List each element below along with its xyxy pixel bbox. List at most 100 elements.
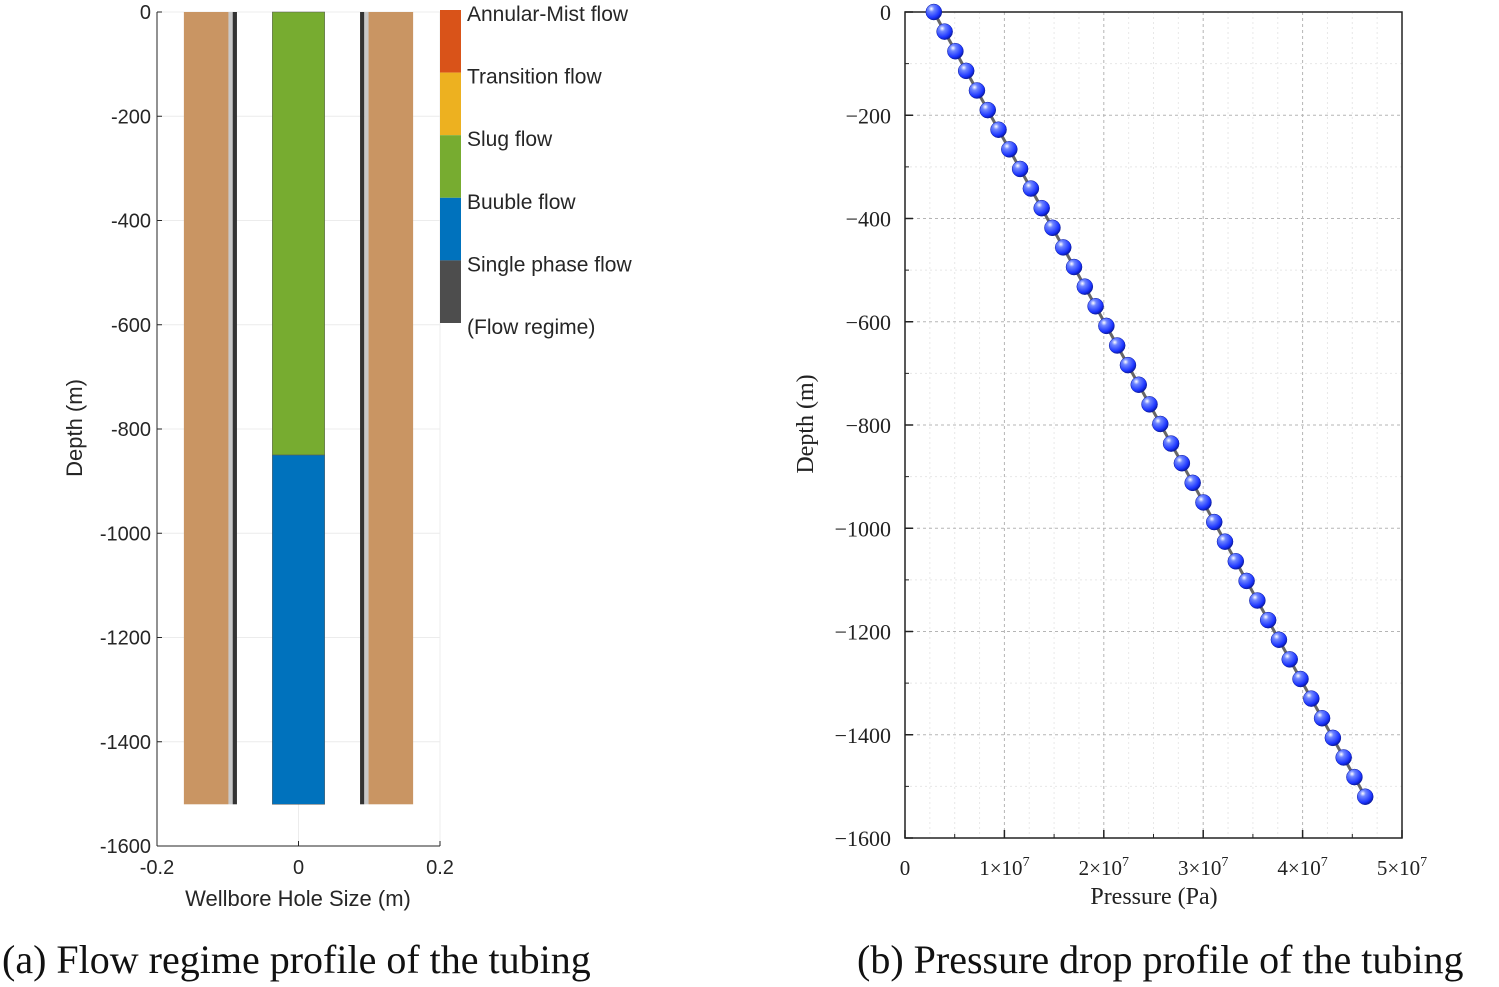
data-point xyxy=(1119,356,1137,374)
data-point xyxy=(1205,513,1223,531)
y-tick-label-b: −1200 xyxy=(835,620,891,645)
y-tick-label-b: −1600 xyxy=(835,826,891,851)
data-point xyxy=(1195,494,1212,511)
data-point xyxy=(1173,454,1191,472)
ticks-a: 0 -200 -400 -600 -800 -1000 -1200 -1400 -1600-0.… xyxy=(100,2,454,879)
legend-swatch xyxy=(440,197,461,261)
grid-b xyxy=(905,12,1402,838)
data-point xyxy=(1162,435,1180,452)
data-point xyxy=(1313,709,1331,727)
data-point xyxy=(1033,199,1050,217)
x-tick-exponent-b: 7 xyxy=(1221,855,1228,870)
legend-label: Slug flow xyxy=(467,128,553,151)
data-point xyxy=(1292,670,1309,688)
y-tick-label-b: 0 xyxy=(880,0,891,25)
legend-label: Transition flow xyxy=(467,66,602,89)
layer-cement-left xyxy=(228,12,233,805)
data-point xyxy=(1141,396,1158,413)
data-point xyxy=(1001,141,1018,158)
data-point xyxy=(1044,219,1061,237)
data-point xyxy=(1227,553,1245,570)
y-tick-label-b: −600 xyxy=(846,310,891,335)
x-tick-label-b: 2×107 xyxy=(1079,855,1129,880)
pressure-series xyxy=(925,3,1374,805)
data-point xyxy=(1108,337,1126,354)
layer-cement-right xyxy=(364,12,369,805)
data-point xyxy=(925,3,943,21)
data-point xyxy=(936,23,953,40)
data-point xyxy=(1270,631,1288,649)
legend-swatch xyxy=(440,135,461,198)
data-point xyxy=(947,42,964,60)
y-tick-label-a: -200 xyxy=(111,106,151,128)
caption-b: (b) Pressure drop profile of the tubing xyxy=(857,937,1464,982)
data-point xyxy=(1216,533,1234,550)
data-point xyxy=(1076,278,1094,295)
data-point xyxy=(1130,376,1147,393)
x-axis-label-a: Wellbore Hole Size (m) xyxy=(185,886,411,911)
x-tick-exponent-b: 7 xyxy=(1321,855,1328,870)
data-point xyxy=(1022,180,1040,197)
data-point xyxy=(1065,258,1083,276)
y-tick-label-a: -600 xyxy=(111,315,151,337)
y-tick-label-b: −200 xyxy=(846,103,891,128)
data-point xyxy=(979,101,997,119)
data-point xyxy=(1054,239,1072,256)
x-tick-label-a: -0.2 xyxy=(140,857,174,879)
legend-swatch xyxy=(440,72,461,136)
x-axis-label-b: Pressure (Pa) xyxy=(1090,884,1217,910)
x-tick-label-b: 3×107 xyxy=(1178,855,1228,880)
layer-formation-right xyxy=(368,12,414,805)
y-tick-label-a: -1400 xyxy=(100,732,151,754)
data-point xyxy=(957,62,975,80)
x-tick-mantissa-b: 1×10 xyxy=(979,856,1022,880)
x-tick-exponent-b: 7 xyxy=(1420,855,1427,870)
data-point xyxy=(1346,768,1363,786)
x-tick-label-a: 0 xyxy=(293,857,304,879)
y-tick-label-b: −800 xyxy=(846,413,891,438)
wellbore-layers xyxy=(183,12,414,805)
x-tick-mantissa-b: 3×10 xyxy=(1178,856,1221,880)
legend-swatch xyxy=(440,260,461,323)
x-tick-mantissa-b: 5×10 xyxy=(1377,856,1420,880)
x-tick-label-b: 1×107 xyxy=(979,855,1029,880)
legend-label: Single phase flow xyxy=(467,253,632,276)
layer-casing-left xyxy=(232,12,237,805)
x-tick-label-b: 0 xyxy=(900,856,911,880)
data-point xyxy=(1087,298,1104,315)
caption-a: (a) Flow regime profile of the tubing xyxy=(2,937,591,982)
ticks-b: 0 −200 −400 −600 −800 −1000 −1200 −1400 −1600 0 1×… xyxy=(835,0,1428,880)
legend-swatch xyxy=(440,10,461,73)
y-tick-label-b: −400 xyxy=(846,207,891,232)
x-tick-mantissa-b: 0 xyxy=(900,856,911,880)
layer-formation-left xyxy=(183,12,229,805)
y-tick-label-a: -400 xyxy=(111,211,151,233)
x-tick-label-a: 0.2 xyxy=(426,857,454,879)
x-tick-label-b: 5×107 xyxy=(1377,855,1427,880)
legend-label: Annular-Mist flow xyxy=(467,3,629,26)
data-point xyxy=(1238,572,1255,590)
y-tick-label-a: -1600 xyxy=(100,836,151,858)
data-point xyxy=(1356,788,1374,805)
data-point xyxy=(990,121,1007,138)
y-axis-label-b: Depth (m) xyxy=(793,374,819,473)
layer-casing-right xyxy=(360,12,365,805)
y-tick-label-a: -1200 xyxy=(100,628,151,650)
data-point xyxy=(1011,160,1029,178)
y-tick-label-a: -800 xyxy=(111,419,151,441)
data-point xyxy=(1281,651,1298,668)
x-tick-mantissa-b: 2×10 xyxy=(1079,856,1122,880)
legend-a: Annular-Mist flow Transition flow Slug flo… xyxy=(440,3,632,339)
x-tick-label-b: 4×107 xyxy=(1277,855,1327,880)
data-point xyxy=(1098,317,1115,335)
data-point xyxy=(1259,611,1277,629)
flow-regime-chart: 0 -200 -400 -600 -800 -1000 -1200 -1400 -1600-0.… xyxy=(62,2,632,911)
legend-label: (Flow regime) xyxy=(467,316,595,339)
data-point xyxy=(1324,729,1342,747)
data-point xyxy=(1184,474,1201,492)
tubing-flow-segments xyxy=(272,11,325,805)
x-tick-exponent-b: 7 xyxy=(1122,855,1129,870)
y-tick-label-a: -1000 xyxy=(100,523,151,545)
x-tick-mantissa-b: 4×10 xyxy=(1277,856,1320,880)
data-point xyxy=(1249,592,1266,609)
